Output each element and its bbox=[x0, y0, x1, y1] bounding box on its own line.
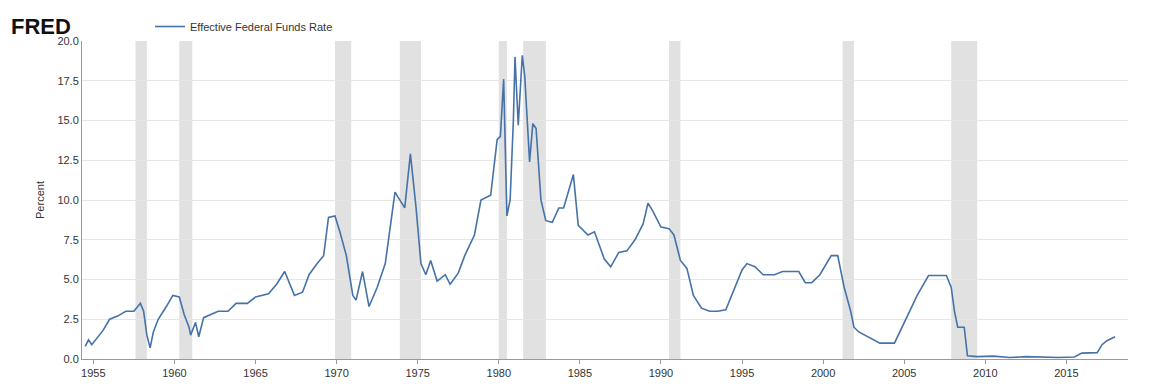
svg-text:1970: 1970 bbox=[324, 367, 348, 379]
svg-text:1990: 1990 bbox=[649, 367, 673, 379]
svg-text:1980: 1980 bbox=[487, 367, 511, 379]
svg-text:FRED: FRED bbox=[11, 14, 71, 39]
svg-text:2.5: 2.5 bbox=[64, 313, 79, 325]
svg-text:15.0: 15.0 bbox=[57, 114, 78, 126]
svg-text:17.5: 17.5 bbox=[57, 75, 78, 87]
svg-text:1965: 1965 bbox=[243, 367, 267, 379]
svg-text:2010: 2010 bbox=[973, 367, 997, 379]
svg-text:2000: 2000 bbox=[811, 367, 835, 379]
svg-text:5.0: 5.0 bbox=[64, 273, 79, 285]
svg-text:1985: 1985 bbox=[568, 367, 592, 379]
svg-text:2005: 2005 bbox=[892, 367, 916, 379]
svg-text:1960: 1960 bbox=[162, 367, 186, 379]
svg-text:20.0: 20.0 bbox=[57, 35, 78, 47]
svg-text:0.0: 0.0 bbox=[64, 353, 79, 365]
svg-text:Percent: Percent bbox=[34, 181, 46, 219]
svg-text:10.0: 10.0 bbox=[57, 194, 78, 206]
svg-text:1975: 1975 bbox=[405, 367, 429, 379]
svg-text:1995: 1995 bbox=[730, 367, 754, 379]
svg-text:1955: 1955 bbox=[81, 367, 105, 379]
svg-text:12.5: 12.5 bbox=[57, 154, 78, 166]
svg-text:7.5: 7.5 bbox=[64, 234, 79, 246]
svg-text:Effective Federal Funds Rate: Effective Federal Funds Rate bbox=[190, 21, 332, 33]
svg-text:2015: 2015 bbox=[1054, 367, 1078, 379]
